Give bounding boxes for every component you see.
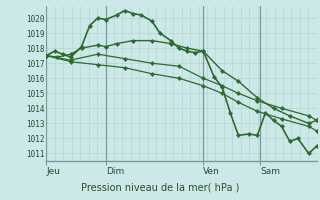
Text: Pression niveau de la mer( hPa ): Pression niveau de la mer( hPa ) — [81, 182, 239, 192]
